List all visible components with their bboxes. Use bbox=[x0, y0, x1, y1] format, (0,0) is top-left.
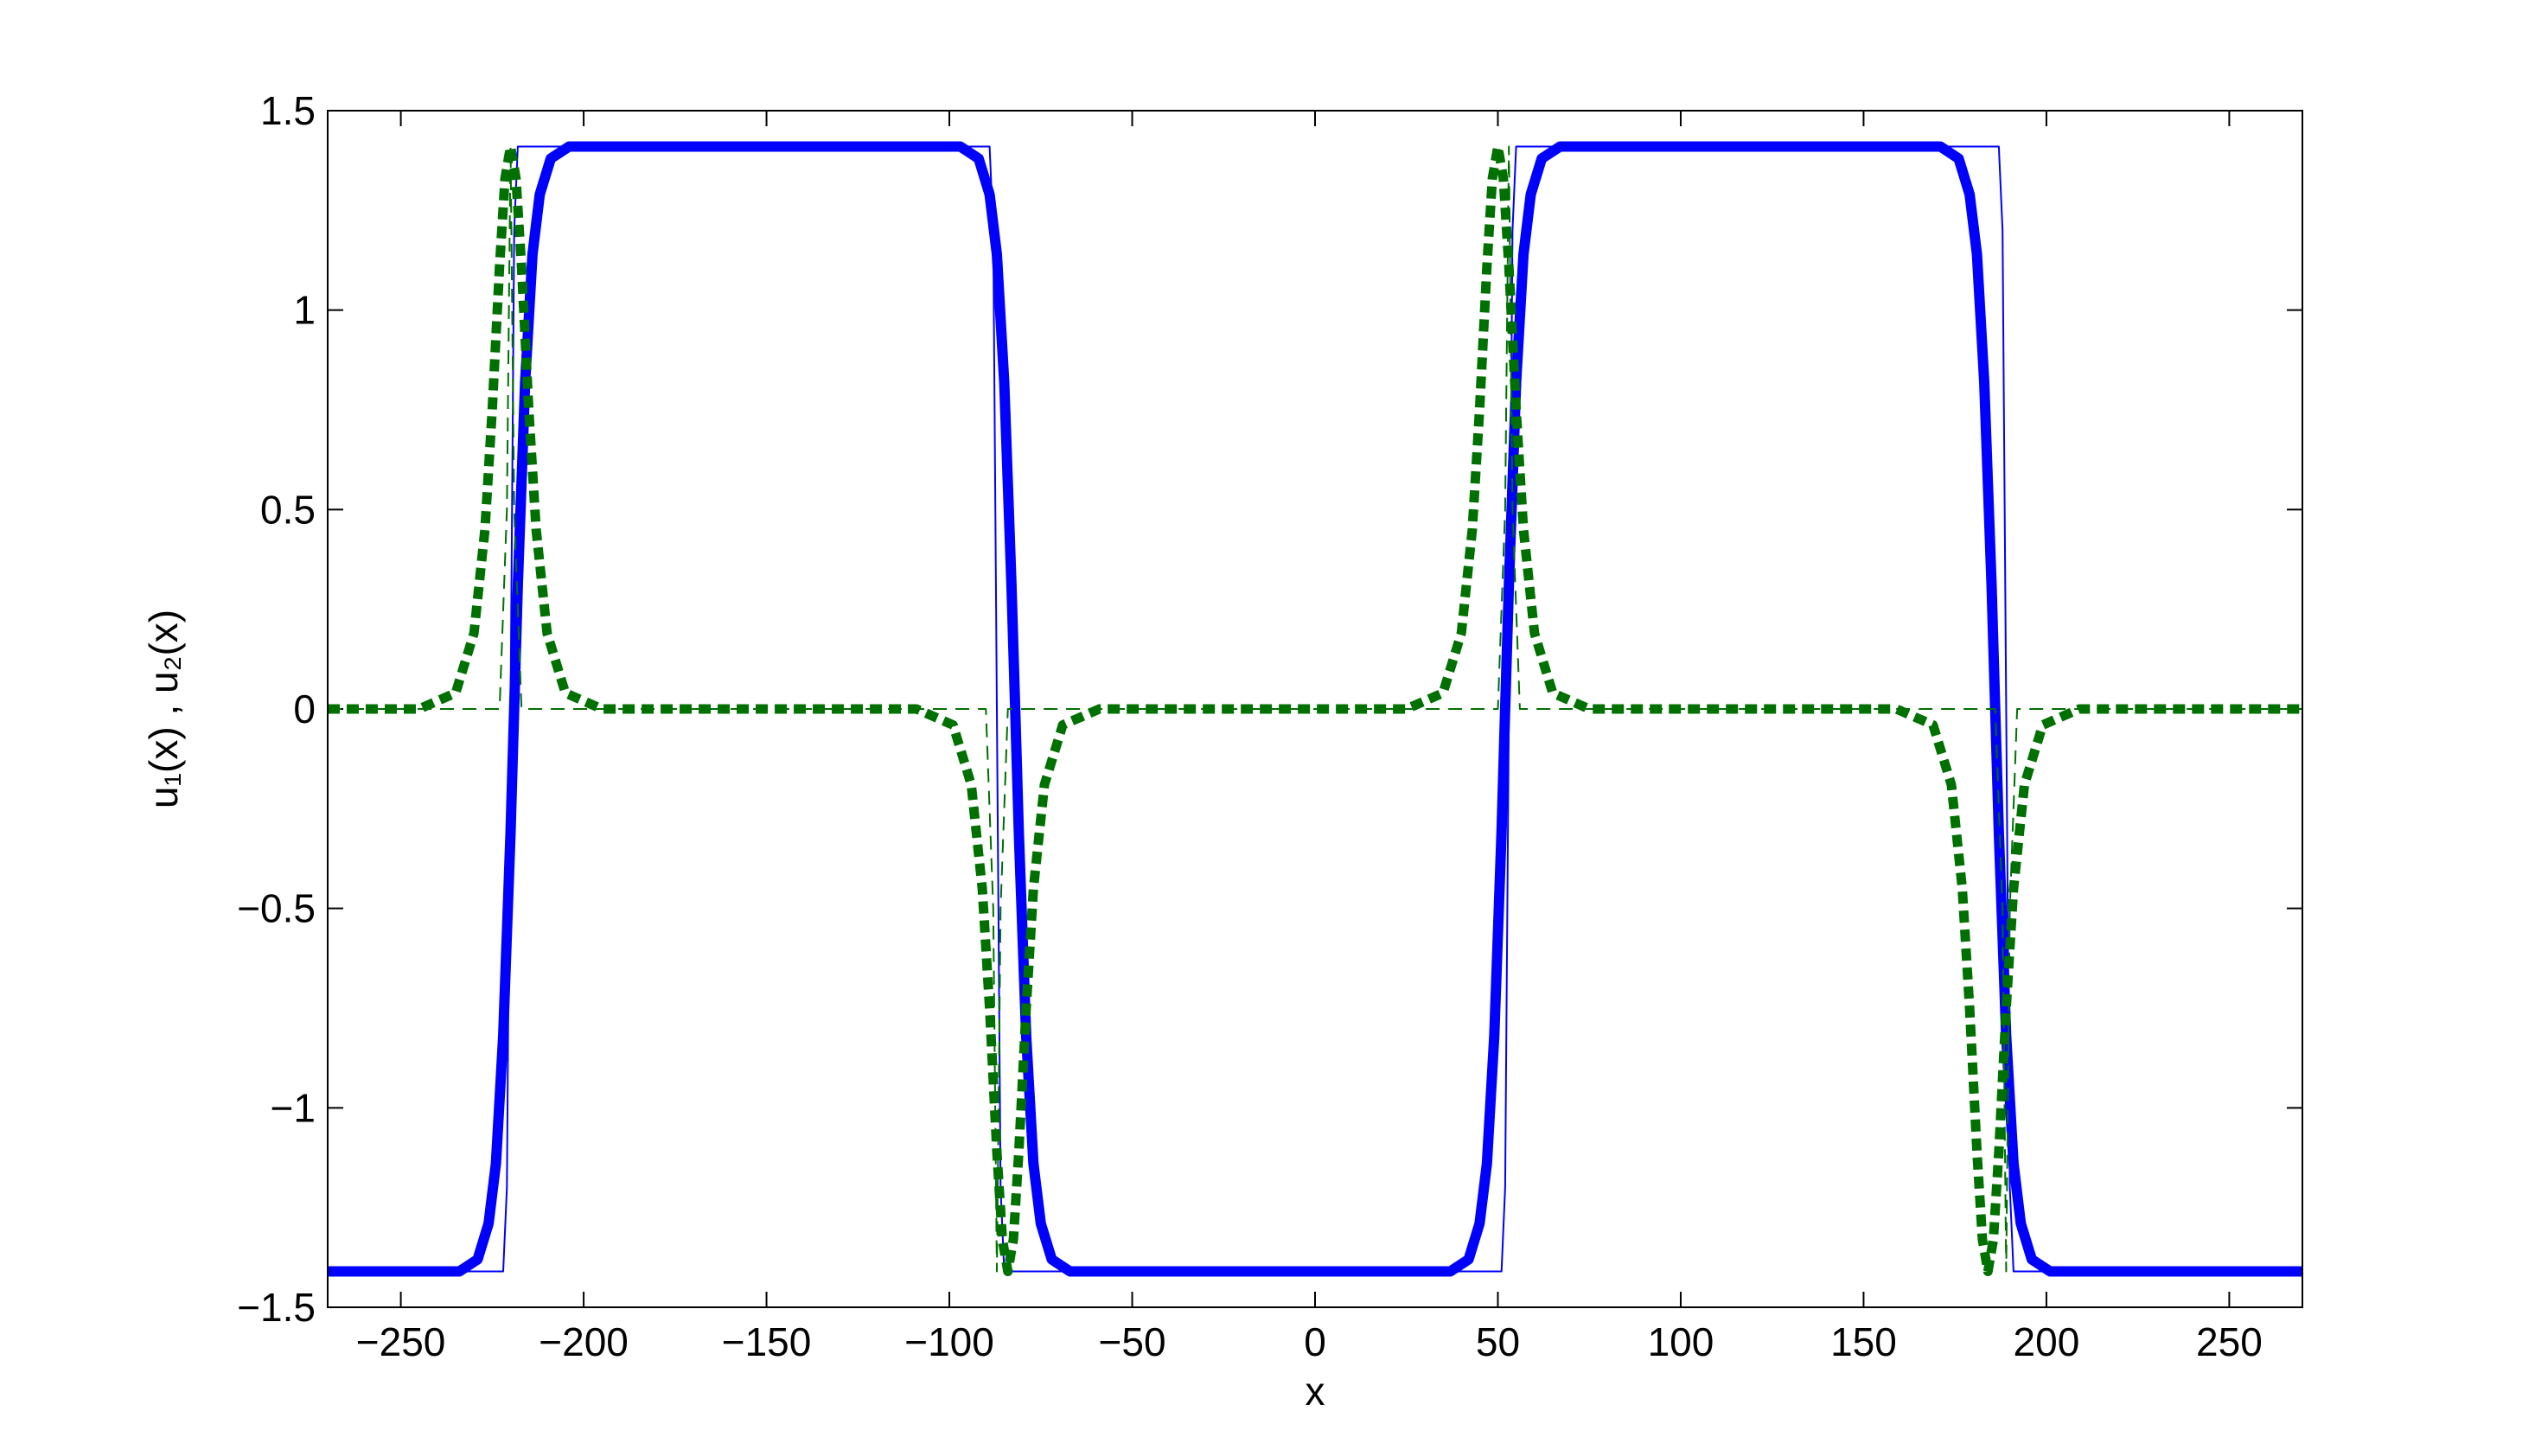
x-tick-label: −100 bbox=[904, 1319, 994, 1364]
x-tick-label: −50 bbox=[1099, 1319, 1166, 1364]
x-tick-label: −150 bbox=[722, 1319, 812, 1364]
series-line bbox=[328, 145, 2302, 1273]
x-axis-label: x bbox=[1306, 1369, 1325, 1414]
x-tick-label: 200 bbox=[2014, 1319, 2080, 1364]
y-axis-label: u₁(x) , u₂(x) bbox=[141, 610, 186, 808]
y-tick-label: −0.5 bbox=[237, 886, 316, 931]
x-tick-label: 100 bbox=[1648, 1319, 1714, 1364]
y-tick-label: 0 bbox=[293, 686, 316, 731]
y-tick-label: −1 bbox=[271, 1085, 316, 1130]
x-tick-label: 150 bbox=[1830, 1319, 1897, 1364]
x-tick-label: 250 bbox=[2196, 1319, 2263, 1364]
x-tick-label: 0 bbox=[1304, 1319, 1326, 1364]
plot-frame bbox=[327, 110, 2303, 1308]
y-tick-label: 0.5 bbox=[260, 487, 316, 532]
x-tick-label: −250 bbox=[356, 1319, 446, 1364]
y-tick-label: −1.5 bbox=[237, 1285, 316, 1330]
series-line bbox=[328, 145, 2302, 1273]
y-tick-label: 1.5 bbox=[260, 88, 316, 133]
x-tick-label: −200 bbox=[539, 1319, 629, 1364]
x-tick-label: 50 bbox=[1476, 1319, 1520, 1364]
y-tick-label: 1 bbox=[293, 288, 316, 333]
